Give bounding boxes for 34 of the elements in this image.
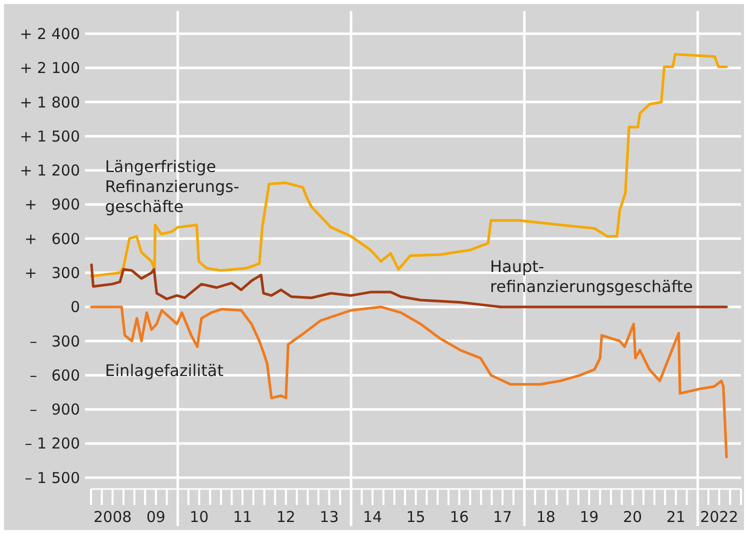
- y-tick-label: – 300: [30, 332, 80, 350]
- x-tick-label: 18: [536, 508, 556, 526]
- series-label: Einlagefazilität: [105, 361, 224, 380]
- x-tick-label: 20: [623, 508, 642, 526]
- x-tick-label: 2022: [700, 508, 738, 526]
- series-label: Längerfristige Refinanzierungs-geschäfte: [105, 157, 240, 216]
- y-tick-label: + 1 800: [20, 93, 80, 112]
- x-tick-label: 2008: [94, 508, 132, 526]
- y-tick-label: + 300: [24, 264, 80, 282]
- series-label: Haupt-refinanzierungsgeschäfte: [490, 257, 693, 296]
- x-tick-label: 17: [492, 508, 512, 526]
- y-tick-label: + 600: [24, 230, 80, 248]
- x-tick-label: 21: [666, 508, 686, 526]
- y-tick-label: + 1 500: [20, 127, 80, 146]
- line-series: [90, 306, 728, 458]
- x-tick-label: 14: [362, 508, 382, 526]
- y-tick-label: + 1 200: [20, 162, 80, 180]
- x-tick-label: 13: [320, 508, 339, 526]
- x-tick-label: 09: [146, 508, 166, 526]
- x-tick-label: 11: [232, 508, 252, 526]
- y-tick-label: + 900: [24, 196, 80, 214]
- y-tick-label: – 1 200: [24, 434, 80, 453]
- y-tick-label: – 600: [30, 366, 80, 384]
- y-tick-label: – 1 500: [24, 468, 80, 487]
- x-tick-label: 19: [580, 508, 599, 526]
- x-tick-label: 15: [406, 508, 426, 526]
- x-tick-label: 12: [276, 508, 296, 526]
- line-series: [90, 52, 728, 278]
- y-tick-label: 0: [70, 298, 80, 316]
- y-tick-label: – 900: [30, 400, 80, 419]
- x-tick-label: 10: [190, 508, 209, 526]
- y-tick-label: + 2 100: [20, 59, 80, 78]
- y-tick-label: + 2 400: [20, 25, 80, 44]
- x-tick-label: 16: [450, 508, 469, 526]
